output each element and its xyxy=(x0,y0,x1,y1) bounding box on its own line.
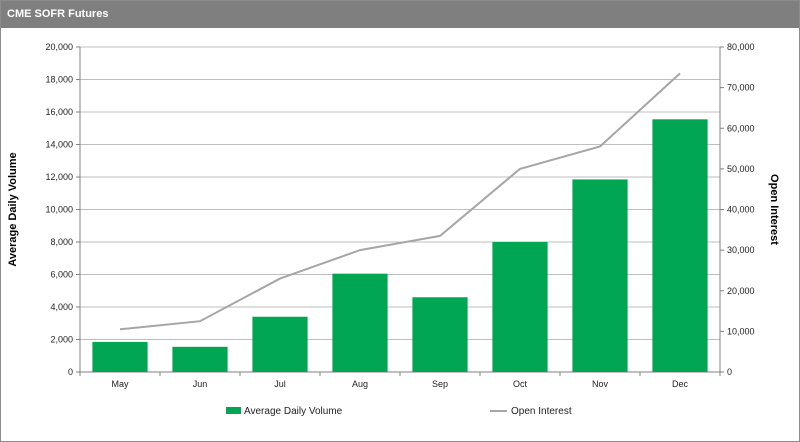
y-axis-title: Average Daily Volume xyxy=(7,152,19,266)
x-tick-label: Sep xyxy=(432,379,448,389)
y2-axis-title: Open Interest xyxy=(768,174,780,245)
y-tick-label: 20,000 xyxy=(45,42,73,52)
y-tick-label: 16,000 xyxy=(45,107,73,117)
legend-label-open-interest: Open Interest xyxy=(511,406,572,417)
title-bar: CME SOFR Futures xyxy=(1,1,799,28)
y-tick-label: 2,000 xyxy=(50,335,73,345)
x-tick-label: Aug xyxy=(352,379,368,389)
bar-sep xyxy=(412,297,468,372)
y2-tick-label: 80,000 xyxy=(727,42,755,52)
y2-tick-label: 70,000 xyxy=(727,83,755,93)
legend-swatch-volume xyxy=(226,407,241,414)
x-tick-label: Jul xyxy=(274,379,286,389)
x-tick-label: Dec xyxy=(672,379,689,389)
chart-title: CME SOFR Futures xyxy=(7,8,109,20)
y2-tick-label: 20,000 xyxy=(727,286,755,296)
x-tick-label: Nov xyxy=(592,379,609,389)
y-tick-label: 4,000 xyxy=(50,302,73,312)
bar-oct xyxy=(492,242,548,372)
y-tick-label: 0 xyxy=(68,367,73,377)
bar-jun xyxy=(172,346,228,372)
bar-nov xyxy=(572,179,628,372)
y-tick-label: 10,000 xyxy=(45,205,73,215)
legend-label-volume: Average Daily Volume xyxy=(244,406,343,417)
x-tick-label: Oct xyxy=(513,379,528,389)
x-tick-label: Jun xyxy=(193,379,208,389)
bar-jul xyxy=(252,316,308,372)
y-tick-label: 14,000 xyxy=(45,140,73,150)
y-tick-label: 6,000 xyxy=(50,270,73,280)
bar-may xyxy=(92,341,148,372)
y2-tick-label: 60,000 xyxy=(727,123,755,133)
y2-tick-label: 40,000 xyxy=(727,205,755,215)
bar-aug xyxy=(332,273,388,372)
y2-tick-label: 30,000 xyxy=(727,245,755,255)
y-tick-label: 12,000 xyxy=(45,172,73,182)
bar-dec xyxy=(652,119,708,372)
y-tick-label: 8,000 xyxy=(50,237,73,247)
y2-tick-label: 0 xyxy=(727,367,732,377)
open-interest-line xyxy=(119,72,681,331)
x-tick-label: May xyxy=(111,379,129,389)
y2-tick-label: 10,000 xyxy=(727,326,755,336)
y2-tick-label: 50,000 xyxy=(727,164,755,174)
y-tick-label: 18,000 xyxy=(45,75,73,85)
